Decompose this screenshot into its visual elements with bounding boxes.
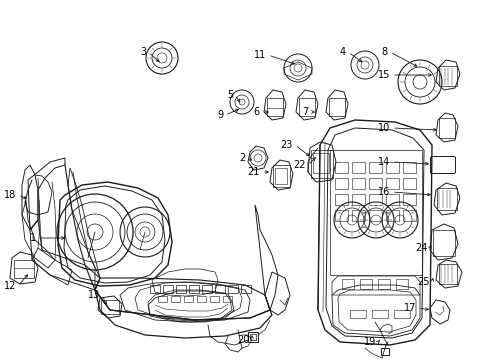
Text: 19: 19 — [363, 337, 375, 347]
Bar — [163, 285, 173, 293]
Bar — [341, 279, 353, 289]
Bar — [436, 188, 456, 210]
Bar — [438, 118, 454, 138]
Bar — [209, 296, 219, 302]
Bar — [402, 194, 415, 205]
Bar — [359, 279, 371, 289]
Text: 2: 2 — [239, 153, 245, 163]
Bar — [312, 153, 328, 173]
Text: 23: 23 — [280, 140, 292, 150]
Bar — [385, 194, 398, 205]
Text: 22: 22 — [293, 160, 305, 170]
Bar — [274, 168, 286, 184]
Text: 15: 15 — [377, 70, 389, 80]
Bar — [14, 260, 34, 278]
Bar — [150, 285, 160, 293]
Bar — [202, 285, 212, 293]
Text: 17: 17 — [403, 303, 415, 313]
Bar — [266, 98, 283, 116]
Text: 1: 1 — [30, 233, 36, 243]
Bar — [158, 296, 167, 302]
Bar — [227, 285, 238, 293]
Text: 5: 5 — [226, 90, 232, 100]
Bar — [438, 66, 456, 86]
Bar — [310, 150, 332, 178]
Text: 24: 24 — [415, 243, 427, 253]
Bar — [351, 178, 364, 189]
Text: 10: 10 — [377, 123, 389, 133]
Text: 3: 3 — [140, 47, 146, 57]
Bar — [328, 98, 345, 116]
Bar — [349, 310, 365, 318]
Bar — [272, 165, 289, 187]
Bar — [247, 332, 258, 342]
Bar — [351, 210, 364, 221]
Bar — [101, 300, 119, 314]
Text: 20: 20 — [237, 335, 249, 345]
Bar — [171, 296, 180, 302]
Bar — [351, 194, 364, 205]
Text: 13: 13 — [87, 290, 100, 300]
Bar — [368, 210, 381, 221]
Bar — [223, 296, 231, 302]
Text: 9: 9 — [217, 110, 223, 120]
Bar — [393, 310, 409, 318]
Bar — [385, 210, 398, 221]
Bar — [197, 296, 205, 302]
Bar — [334, 210, 347, 221]
Bar — [380, 348, 388, 355]
Text: 25: 25 — [417, 277, 429, 287]
Bar — [368, 178, 381, 189]
Text: 18: 18 — [4, 190, 16, 200]
Bar — [215, 285, 224, 293]
Bar — [368, 194, 381, 205]
Text: 8: 8 — [381, 47, 387, 57]
Bar — [385, 162, 398, 173]
Bar — [189, 285, 199, 293]
Bar — [385, 178, 398, 189]
Bar — [249, 334, 256, 340]
Bar — [351, 162, 364, 173]
Text: 4: 4 — [339, 47, 346, 57]
Bar — [402, 162, 415, 173]
Bar — [395, 279, 407, 289]
Bar — [402, 178, 415, 189]
Bar — [438, 264, 456, 284]
Bar — [377, 279, 389, 289]
Bar — [183, 296, 193, 302]
Bar — [368, 162, 381, 173]
Text: 11: 11 — [253, 50, 265, 60]
Text: 16: 16 — [377, 187, 389, 197]
Bar — [241, 285, 250, 293]
Bar — [298, 98, 314, 116]
Bar — [371, 310, 387, 318]
Bar — [334, 178, 347, 189]
Bar — [176, 285, 185, 293]
Bar — [334, 162, 347, 173]
Text: 14: 14 — [377, 157, 389, 167]
Bar — [432, 230, 454, 256]
Text: 7: 7 — [301, 107, 307, 117]
Bar — [334, 194, 347, 205]
Text: 21: 21 — [247, 167, 260, 177]
Text: 12: 12 — [3, 281, 16, 291]
Bar — [402, 210, 415, 221]
Text: 6: 6 — [253, 107, 260, 117]
